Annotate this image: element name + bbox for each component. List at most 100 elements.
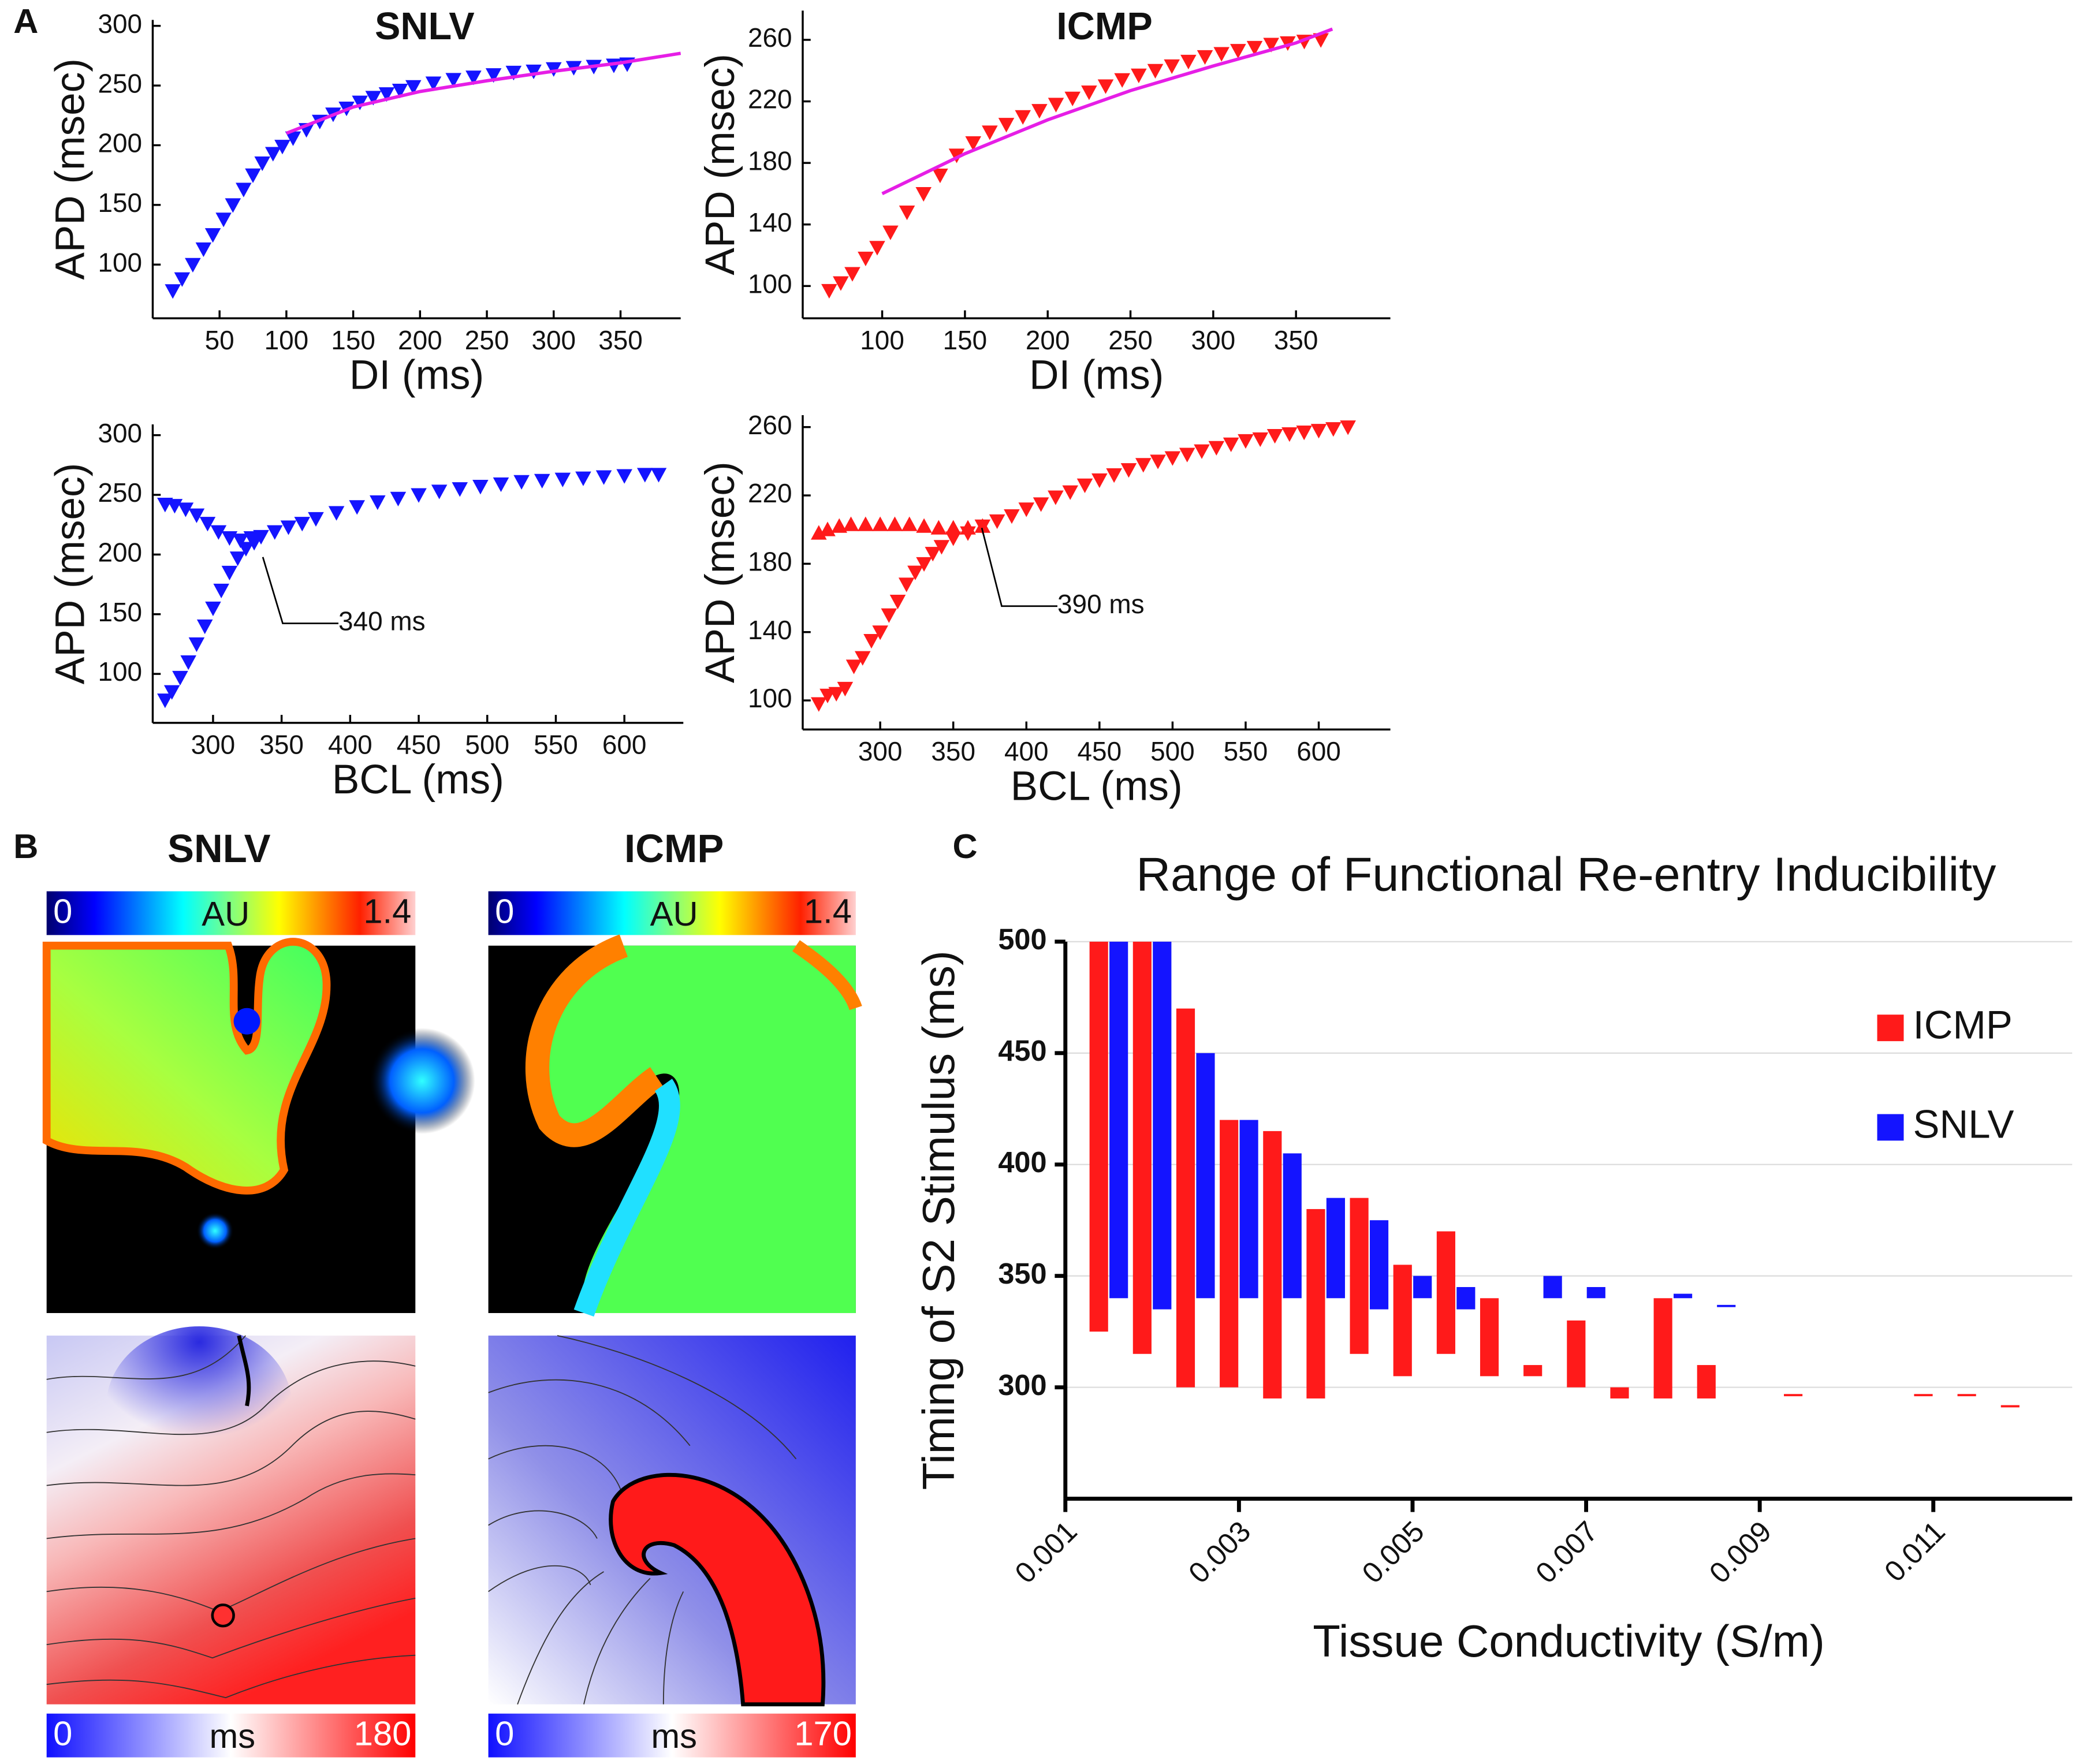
y-tick-label: 150 [98, 188, 142, 218]
x-tick-label: 450 [397, 729, 441, 759]
x-tick-label: 300 [191, 729, 236, 759]
data-point [280, 520, 297, 535]
data-point [1197, 50, 1213, 65]
x-tick-label: 450 [1078, 736, 1122, 766]
y-tick-label: 100 [748, 683, 792, 713]
y-axis-label: Timing of S2 Stimulus (ms) [913, 950, 964, 1490]
data-point [869, 241, 885, 256]
data-point [1048, 98, 1064, 113]
colorbar-max: 1.4 [804, 892, 852, 930]
data-point [236, 182, 252, 197]
data-point [1164, 451, 1181, 466]
data-point [221, 565, 238, 581]
x-tick-label: 250 [1108, 325, 1153, 355]
y-tick-label: 350 [998, 1257, 1046, 1290]
data-point [1164, 59, 1180, 74]
fit-line [881, 27, 1333, 196]
data-point [472, 480, 489, 495]
x-tick-label: 350 [598, 325, 643, 355]
x-tick-label: 0.009 [1702, 1515, 1778, 1590]
bar [1306, 1209, 1325, 1398]
data-point [213, 583, 229, 599]
colorbar-max: 170 [794, 1714, 852, 1753]
bar [1109, 941, 1128, 1299]
data-point [205, 601, 221, 617]
bar [1567, 1320, 1586, 1388]
bar [1326, 1198, 1345, 1299]
activation-colorbar [488, 891, 856, 935]
data-point [998, 118, 1015, 133]
panel-label: B [13, 827, 38, 866]
bar [1610, 1387, 1629, 1398]
annotation: 340 ms [338, 606, 426, 636]
data-point [1281, 427, 1298, 442]
data-point [352, 95, 368, 110]
data-point [431, 484, 448, 499]
activation-time-map [488, 1335, 856, 1707]
data-point [843, 516, 859, 531]
data-point [308, 512, 324, 527]
y-tick-label: 500 [998, 923, 1046, 956]
data-point [1015, 110, 1031, 125]
data-point [225, 198, 241, 213]
data-point [1266, 428, 1283, 444]
y-tick-label: 200 [98, 538, 142, 568]
data-point [844, 267, 860, 282]
data-point [526, 64, 542, 80]
data-point [837, 681, 854, 697]
bar [1653, 1298, 1672, 1398]
x-tick-label: 100 [860, 325, 904, 355]
data-point [1296, 426, 1312, 441]
chart-title: ICMP [1056, 5, 1153, 48]
data-point [899, 205, 915, 221]
data-point [163, 685, 180, 700]
x-tick-label: 400 [1004, 736, 1049, 766]
data-point [1263, 38, 1279, 53]
data-point [819, 521, 836, 536]
data-point [1325, 422, 1342, 437]
data-point [828, 687, 844, 702]
data-point [285, 131, 301, 146]
y-tick-label: 180 [748, 146, 792, 176]
data-point [188, 637, 205, 652]
data-point [831, 518, 848, 533]
y-tick-label: 400 [998, 1146, 1046, 1179]
data-point [1213, 47, 1229, 62]
data-point [199, 517, 216, 532]
colorbar-label: AU [202, 894, 249, 933]
y-tick-label: 260 [748, 410, 792, 440]
data-point [915, 187, 932, 202]
data-point [452, 482, 468, 497]
data-point [858, 251, 874, 267]
data-point [925, 547, 941, 562]
data-point [1081, 85, 1097, 100]
data-point [1091, 473, 1108, 488]
data-point [1208, 441, 1225, 456]
data-point [172, 670, 188, 686]
data-point [889, 594, 906, 610]
bar [1543, 1276, 1562, 1299]
data-point [188, 508, 205, 523]
y-tick-label: 300 [98, 9, 142, 39]
data-point [882, 225, 899, 240]
data-point [916, 518, 932, 533]
x-tick-label: 0.001 [1008, 1515, 1083, 1590]
colorbar-label: AU [650, 894, 698, 933]
data-point [1120, 463, 1137, 478]
data-point [1004, 509, 1020, 524]
bar [1674, 1293, 1693, 1299]
data-point [165, 284, 181, 299]
x-tick-label: 300 [531, 325, 576, 355]
data-point [886, 516, 903, 531]
data-point [1150, 454, 1166, 469]
panel-label: A [13, 2, 38, 40]
fit-line [285, 51, 681, 135]
data-point [1194, 444, 1210, 459]
colorbar-min: 0 [495, 1714, 514, 1753]
y-axis-label: APD (msec) [47, 58, 93, 280]
data-point [932, 168, 948, 184]
x-tick-label: 300 [858, 736, 903, 766]
y-tick-label: 220 [748, 478, 792, 508]
x-tick-label: 100 [264, 325, 309, 355]
y-tick-label: 180 [748, 546, 792, 576]
